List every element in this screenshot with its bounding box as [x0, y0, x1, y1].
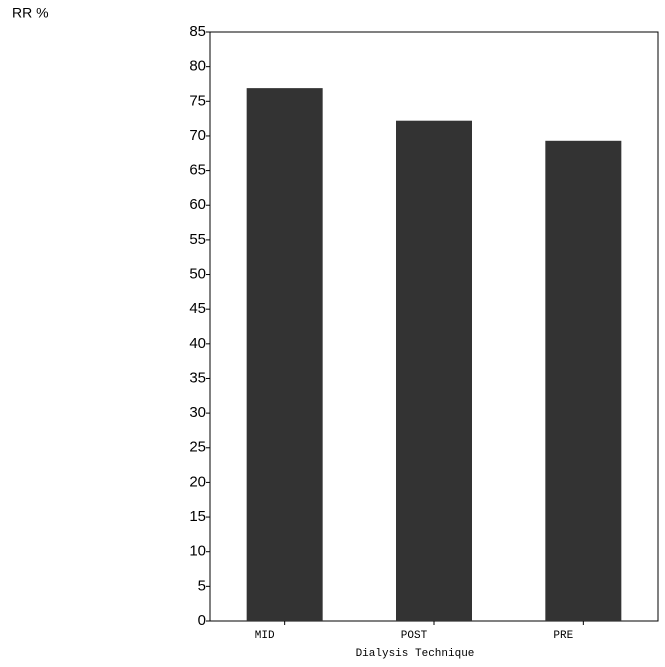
y-tick-label: 50	[189, 265, 206, 282]
y-tick-label: 75	[189, 92, 206, 109]
bar	[246, 88, 323, 621]
y-tick-label: 30	[189, 404, 206, 421]
y-tick-label: 85	[189, 23, 206, 40]
y-tick-label: 10	[189, 543, 206, 560]
y-tick-label: 70	[189, 127, 206, 144]
y-tick-label: 55	[189, 231, 206, 248]
y-tick-label: 20	[189, 473, 206, 490]
y-tick-label: 35	[189, 369, 206, 386]
y-tick-label: 60	[189, 196, 206, 213]
y-tick-label: 0	[198, 612, 206, 629]
bar	[545, 140, 622, 622]
y-tick-label: 80	[189, 58, 206, 75]
y-tick-label: 65	[189, 162, 206, 179]
y-tick-label: 45	[189, 300, 206, 317]
y-tick-label: 40	[189, 335, 206, 352]
y-tick-label: 25	[189, 439, 206, 456]
y-axis-title: RR %	[12, 5, 49, 21]
x-tick-label: POST	[401, 630, 428, 642]
x-tick-label: PRE	[553, 630, 573, 642]
y-tick-label: 15	[189, 508, 206, 525]
bar	[396, 120, 472, 621]
y-tick-label: 5	[198, 577, 206, 594]
x-tick-label: MID	[255, 630, 275, 642]
x-axis-title: Dialysis Technique	[356, 648, 475, 660]
